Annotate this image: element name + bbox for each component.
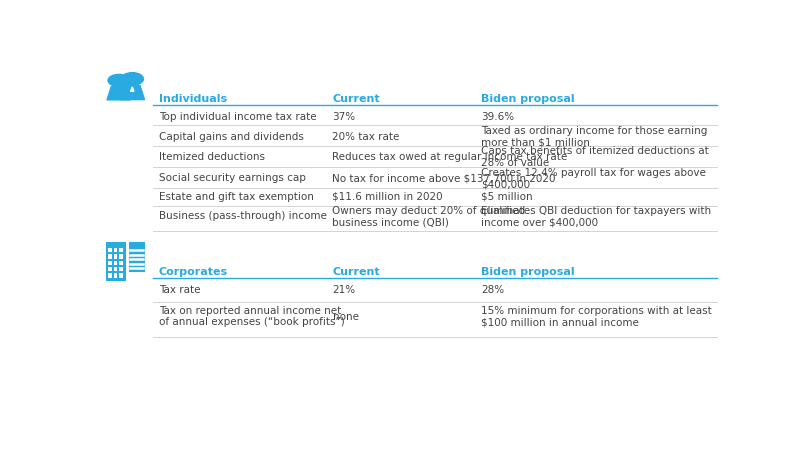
Text: Biden proposal: Biden proposal bbox=[482, 94, 575, 104]
Text: 39.6%: 39.6% bbox=[482, 112, 514, 122]
Text: Current: Current bbox=[333, 267, 380, 277]
FancyBboxPatch shape bbox=[114, 261, 118, 265]
Text: Eliminates QBI deduction for taxpayers with
income over $400,000: Eliminates QBI deduction for taxpayers w… bbox=[482, 206, 711, 227]
Text: Creates 12.4% payroll tax for wages above
$400,000: Creates 12.4% payroll tax for wages abov… bbox=[482, 168, 706, 189]
FancyBboxPatch shape bbox=[119, 248, 123, 252]
Text: 28%: 28% bbox=[482, 285, 505, 295]
FancyBboxPatch shape bbox=[114, 267, 118, 272]
Polygon shape bbox=[130, 87, 134, 91]
Text: none: none bbox=[333, 311, 358, 322]
Text: Caps tax benefits of itemized deductions at
28% of value: Caps tax benefits of itemized deductions… bbox=[482, 147, 709, 168]
FancyBboxPatch shape bbox=[119, 261, 123, 265]
Circle shape bbox=[121, 73, 143, 85]
FancyBboxPatch shape bbox=[114, 273, 118, 278]
Polygon shape bbox=[120, 86, 145, 99]
Text: Owners may deduct 20% of qualified
business income (QBI): Owners may deduct 20% of qualified busin… bbox=[333, 206, 526, 227]
FancyBboxPatch shape bbox=[108, 267, 112, 272]
Text: Capital gains and dividends: Capital gains and dividends bbox=[159, 132, 304, 142]
FancyBboxPatch shape bbox=[106, 242, 126, 281]
Text: 37%: 37% bbox=[333, 112, 356, 122]
Text: Tax on reported annual income net
of annual expenses (“book profits”): Tax on reported annual income net of ann… bbox=[159, 306, 345, 327]
Circle shape bbox=[108, 74, 129, 87]
Text: Individuals: Individuals bbox=[159, 94, 227, 104]
Text: 15% minimum for corporations with at least
$100 million in annual income: 15% minimum for corporations with at lea… bbox=[482, 306, 712, 327]
FancyBboxPatch shape bbox=[108, 254, 112, 259]
Text: 20% tax rate: 20% tax rate bbox=[333, 132, 400, 142]
Text: Taxed as ordinary income for those earning
more than $1 million: Taxed as ordinary income for those earni… bbox=[482, 126, 708, 147]
Text: Reduces tax owed at regular income tax rate: Reduces tax owed at regular income tax r… bbox=[333, 152, 568, 162]
FancyBboxPatch shape bbox=[108, 248, 112, 252]
FancyBboxPatch shape bbox=[119, 273, 123, 278]
Text: $5 million: $5 million bbox=[482, 192, 533, 202]
FancyBboxPatch shape bbox=[114, 248, 118, 252]
Text: Biden proposal: Biden proposal bbox=[482, 267, 575, 277]
Text: Social security earnings cap: Social security earnings cap bbox=[159, 174, 306, 183]
FancyBboxPatch shape bbox=[119, 254, 123, 259]
FancyBboxPatch shape bbox=[129, 242, 145, 272]
Text: Top individual income tax rate: Top individual income tax rate bbox=[159, 112, 317, 122]
FancyBboxPatch shape bbox=[114, 254, 118, 259]
FancyBboxPatch shape bbox=[108, 273, 112, 278]
Text: Itemized deductions: Itemized deductions bbox=[159, 152, 265, 162]
Text: $11.6 million in 2020: $11.6 million in 2020 bbox=[333, 192, 443, 202]
Text: Estate and gift tax exemption: Estate and gift tax exemption bbox=[159, 192, 314, 202]
Text: No tax for income above $137,700 in 2020: No tax for income above $137,700 in 2020 bbox=[333, 174, 556, 183]
Text: Current: Current bbox=[333, 94, 380, 104]
Polygon shape bbox=[107, 87, 130, 100]
Text: Corporates: Corporates bbox=[159, 267, 228, 277]
FancyBboxPatch shape bbox=[108, 261, 112, 265]
Text: 21%: 21% bbox=[333, 285, 356, 295]
Text: Business (pass-through) income: Business (pass-through) income bbox=[159, 212, 326, 222]
Text: Tax rate: Tax rate bbox=[159, 285, 200, 295]
FancyBboxPatch shape bbox=[119, 267, 123, 272]
